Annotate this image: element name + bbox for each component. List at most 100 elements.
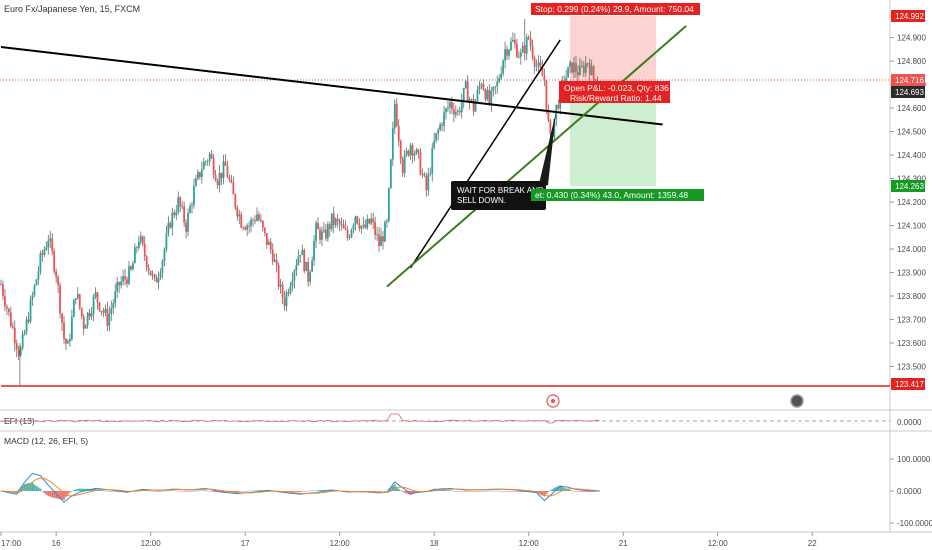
- macd-histogram-bar: [508, 491, 510, 492]
- price-tick-label: 124.600: [897, 104, 926, 113]
- macd-histogram-bar: [313, 490, 315, 492]
- candle-down: [169, 222, 172, 228]
- candle-up: [133, 247, 136, 264]
- macd-histogram-bar: [368, 491, 371, 492]
- candle-up: [165, 233, 168, 250]
- trendline-rising-support[interactable]: [386, 25, 687, 288]
- candle-down: [78, 294, 81, 308]
- candle-down: [269, 241, 272, 250]
- macd-histogram-bar: [315, 490, 317, 491]
- time-tick-label: 21: [619, 539, 628, 548]
- candle-down: [547, 109, 550, 121]
- candle-up: [391, 128, 394, 160]
- symbol-title: Euro Fx/Japanese Yen, 15, FXCM: [4, 4, 140, 14]
- macd-histogram-bar: [307, 490, 310, 492]
- macd-histogram-bar: [169, 490, 172, 492]
- candle-up: [295, 265, 298, 271]
- trendlines-layer[interactable]: [0, 25, 890, 387]
- macd-histogram-bar: [19, 487, 22, 491]
- entry-price-tag-text: 124.693: [895, 88, 924, 97]
- candle-up: [352, 225, 355, 230]
- future-event-icon[interactable]: [790, 394, 804, 408]
- target-price-tag: [891, 180, 925, 192]
- macd-histogram-bar: [47, 491, 50, 496]
- candle-down: [545, 80, 548, 110]
- macd-histogram-bar: [573, 491, 575, 492]
- candle-up: [474, 101, 477, 112]
- candle-down: [102, 310, 105, 313]
- trendline-steep-uptrend[interactable]: [409, 39, 561, 269]
- macd-histogram-bar: [167, 490, 170, 492]
- candle-down: [145, 256, 148, 268]
- candle-down: [244, 227, 247, 230]
- macd-histogram-bar: [447, 490, 449, 491]
- macd-histogram-bar: [208, 491, 211, 492]
- callout-box[interactable]: [451, 181, 546, 210]
- candle-up: [370, 218, 373, 224]
- macd-histogram-bar: [510, 491, 512, 492]
- stop-zone[interactable]: [570, 16, 656, 86]
- candle-up: [291, 280, 294, 287]
- candle-up: [204, 161, 207, 163]
- macd-histogram-bar: [464, 491, 467, 492]
- macd-histogram-bar: [250, 490, 252, 492]
- macd-histogram-bar: [165, 490, 168, 492]
- candle-up: [354, 216, 357, 226]
- macd-histogram-bar: [374, 491, 377, 492]
- macd-histogram-bar: [149, 490, 152, 492]
- macd-histogram-bar: [370, 491, 373, 492]
- candle-down: [96, 292, 99, 303]
- candle-up: [590, 66, 593, 76]
- candle-down: [356, 216, 359, 224]
- candle-down: [401, 159, 404, 174]
- callout-line-1: WAIT FOR BREAK AND: [457, 186, 544, 195]
- macd-histogram-bar: [155, 491, 158, 492]
- candle-down: [287, 292, 290, 294]
- candle-down: [98, 302, 101, 311]
- candle-down: [258, 214, 260, 220]
- candle-up: [222, 161, 225, 179]
- target-price-tag-text: 124.263: [895, 182, 924, 191]
- candle-down: [407, 150, 410, 156]
- macd-histogram-bar: [35, 486, 38, 491]
- macd-histogram-bar: [584, 491, 587, 492]
- candle-down: [57, 277, 60, 286]
- macd-histogram-bar: [553, 487, 556, 491]
- macd-histogram-bar: [63, 491, 65, 500]
- candle-down: [41, 253, 44, 255]
- candle-up: [305, 261, 308, 272]
- macd-histogram-bar: [301, 491, 304, 492]
- candle-up: [584, 63, 587, 73]
- macd-histogram-bar: [480, 490, 483, 492]
- candle-up: [250, 219, 252, 227]
- macd-axis[interactable]: 100.0000 0.0000 -100.0000: [890, 455, 932, 528]
- open-pl-box[interactable]: [559, 81, 670, 103]
- candle-down: [523, 45, 526, 54]
- stop-label-box[interactable]: [531, 3, 700, 15]
- candle-down: [130, 266, 132, 270]
- target-label-box[interactable]: [531, 189, 704, 201]
- candle-up: [447, 107, 449, 109]
- macd-histogram-bar: [84, 488, 87, 491]
- candle-up: [137, 241, 140, 248]
- candle-up: [366, 218, 369, 228]
- time-axis[interactable]: 17:00 16 12:00 17 12:00 18 12:00 21 12:00 22: [0, 532, 817, 548]
- macd-histogram-bar: [15, 491, 18, 493]
- candle-down: [106, 308, 109, 326]
- time-tick-label: 22: [808, 539, 817, 548]
- macd-histogram-bar: [191, 491, 193, 492]
- trendline-long-downtrend[interactable]: [0, 46, 663, 126]
- candle-down: [541, 67, 544, 77]
- risk-reward-label: Risk/Reward Ratio: 1.44: [570, 93, 662, 103]
- candle-up: [512, 39, 514, 42]
- candle-up: [500, 73, 503, 79]
- candle-down: [395, 103, 398, 126]
- candle-down: [368, 218, 371, 224]
- macd-histogram-bar: [397, 488, 400, 491]
- macd-histogram-bar: [378, 491, 380, 492]
- candle-up: [94, 292, 97, 297]
- macd-histogram-bar: [405, 491, 408, 494]
- macd-histogram-bar: [567, 489, 569, 491]
- candle-down: [364, 224, 367, 228]
